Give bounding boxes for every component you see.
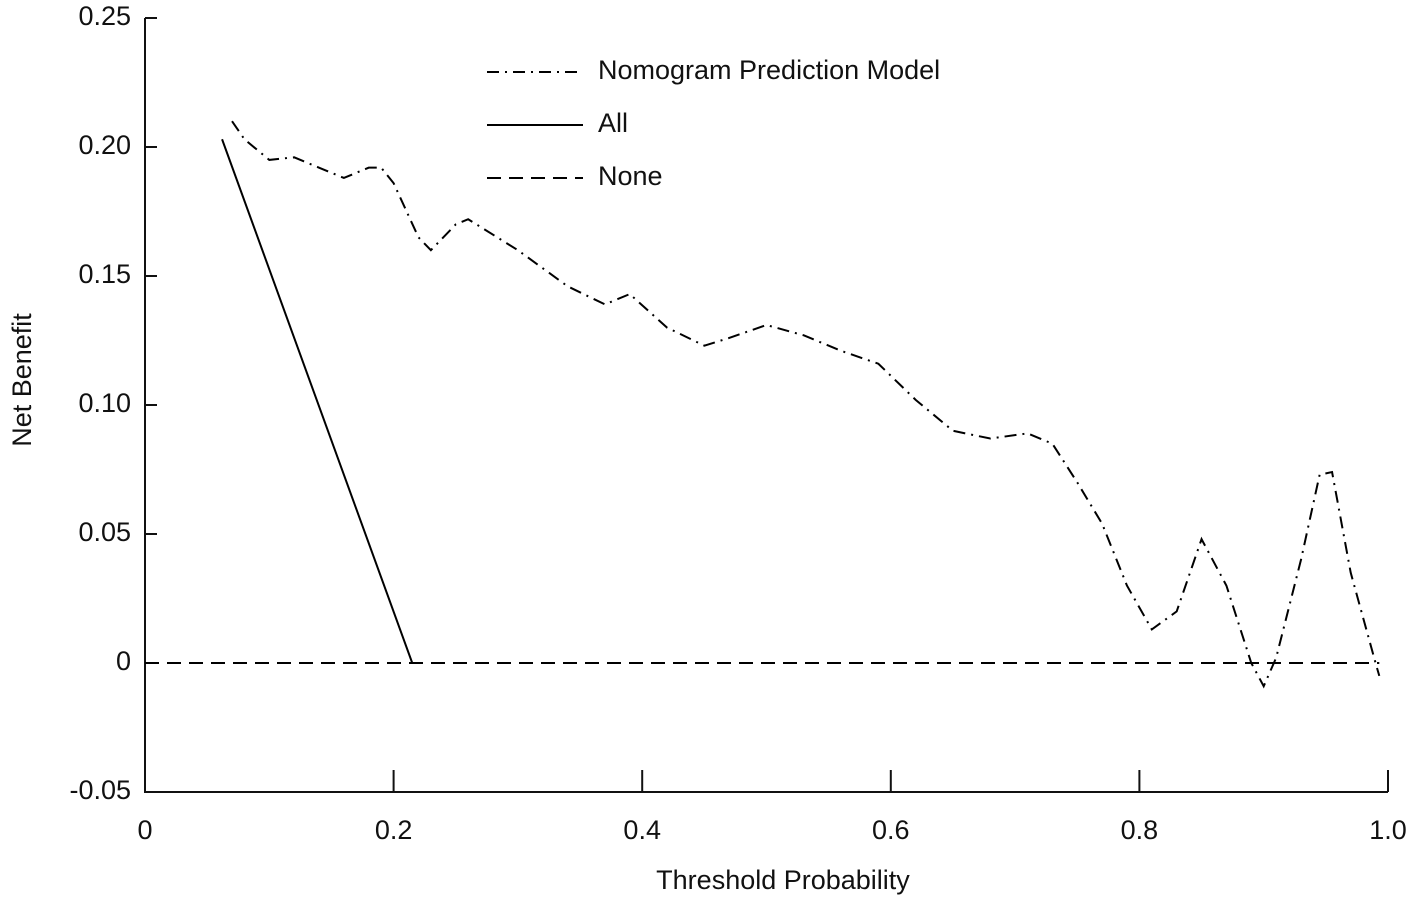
y-tick-label: 0: [116, 646, 131, 676]
series-line: [231, 120, 1381, 689]
x-tick-label: 0: [137, 815, 152, 845]
x-tick-label: 0.6: [872, 815, 910, 845]
series-line: [221, 138, 414, 664]
x-tick-label: 0.4: [623, 815, 661, 845]
y-tick-label: 0.05: [78, 517, 131, 547]
y-tick-label: 0.20: [78, 130, 131, 160]
legend-label: Nomogram Prediction Model: [598, 55, 940, 85]
x-tick-label: 0.2: [375, 815, 413, 845]
axis-line: [144, 18, 1388, 793]
y-tick-label: 0.10: [78, 388, 131, 418]
x-tick-label: 1.0: [1369, 815, 1407, 845]
y-tick-label: 0.25: [78, 1, 131, 31]
x-tick-label: 0.8: [1121, 815, 1159, 845]
y-tick-label: -0.05: [69, 775, 131, 805]
legend-label: All: [598, 108, 628, 138]
x-axis-title: Threshold Probability: [656, 865, 910, 895]
legend-label: None: [598, 161, 663, 191]
y-tick-label: 0.15: [78, 259, 131, 289]
y-axis-title: Net Benefit: [7, 313, 37, 447]
